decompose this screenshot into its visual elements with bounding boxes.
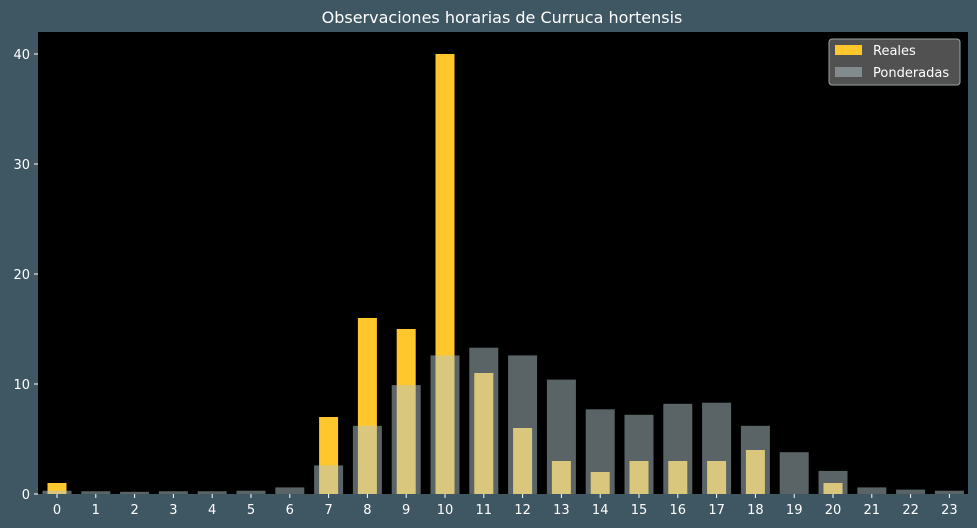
bar-ponderadas-11 (469, 347, 499, 494)
x-tick-label-22: 22 (902, 503, 919, 518)
bar-ponderadas-18 (740, 425, 770, 494)
x-tick-label-2: 2 (130, 503, 138, 518)
legend: Reales Ponderadas (828, 38, 961, 86)
x-tick-label-7: 7 (324, 503, 332, 518)
x-tick-label-0: 0 (53, 503, 61, 518)
x-tick-label-9: 9 (402, 503, 410, 518)
legend-label-reales: Reales (873, 44, 916, 59)
x-tick-label-10: 10 (437, 503, 454, 518)
x-axis-ticks: 0 1 2 3 4 5 6 7 8 9 10 11 12 13 14 15 16 17 18 19 20 21 22 23 (53, 494, 958, 518)
x-tick-label-12: 12 (514, 503, 531, 518)
y-tick-label-20: 20 (13, 268, 30, 283)
bar-ponderadas-12 (508, 355, 538, 494)
plot-area (38, 32, 968, 494)
x-tick-label-20: 20 (825, 503, 842, 518)
bar-ponderadas-20 (818, 470, 848, 494)
bar-ponderadas-14 (585, 409, 615, 494)
bar-ponderadas-22 (896, 489, 926, 494)
bar-ponderadas-7 (314, 465, 344, 494)
x-tick-label-23: 23 (941, 503, 958, 518)
y-tick-label-0: 0 (22, 488, 30, 503)
y-tick-label-40: 40 (13, 48, 30, 63)
x-tick-label-8: 8 (363, 503, 371, 518)
x-tick-label-4: 4 (208, 503, 216, 518)
bar-ponderadas-21 (857, 487, 887, 494)
bar-ponderadas-10 (430, 355, 460, 494)
bar-ponderadas-16 (663, 403, 693, 494)
x-tick-label-18: 18 (747, 503, 764, 518)
bar-ponderadas-23 (934, 490, 964, 494)
x-tick-label-13: 13 (553, 503, 570, 518)
x-tick-label-16: 16 (670, 503, 687, 518)
x-tick-label-14: 14 (592, 503, 609, 518)
y-tick-label-10: 10 (13, 378, 30, 393)
bar-ponderadas-2 (120, 491, 150, 494)
legend-swatch-reales (835, 45, 862, 55)
bar-ponderadas-6 (275, 487, 305, 494)
chart-title: Observaciones horarias de Curruca horten… (322, 8, 683, 27)
bar-ponderadas-19 (779, 452, 809, 494)
bar-ponderadas-9 (391, 385, 421, 494)
x-tick-label-17: 17 (708, 503, 725, 518)
legend-swatch-ponderadas (835, 67, 862, 77)
bar-ponderadas-8 (352, 425, 382, 494)
x-tick-label-3: 3 (169, 503, 177, 518)
bar-ponderadas-1 (81, 491, 111, 494)
x-tick-label-19: 19 (786, 503, 803, 518)
bar-ponderadas-17 (702, 402, 732, 494)
x-tick-label-5: 5 (247, 503, 255, 518)
legend-label-ponderadas: Ponderadas (873, 66, 949, 81)
x-tick-label-21: 21 (864, 503, 881, 518)
x-tick-label-1: 1 (92, 503, 100, 518)
bar-ponderadas-4 (197, 491, 227, 494)
bar-ponderadas-15 (624, 414, 654, 494)
bar-ponderadas-13 (546, 379, 576, 494)
series-ponderadas-bars (42, 347, 964, 494)
bar-ponderadas-5 (236, 490, 266, 494)
bar-ponderadas-3 (158, 491, 188, 494)
x-tick-label-11: 11 (476, 503, 493, 518)
x-tick-label-15: 15 (631, 503, 648, 518)
y-axis-ticks: 0 10 20 30 40 (13, 48, 38, 503)
x-tick-label-6: 6 (286, 503, 294, 518)
bar-ponderadas-0 (42, 490, 72, 494)
y-tick-label-30: 30 (13, 158, 30, 173)
bar-reales-0 (47, 483, 67, 494)
